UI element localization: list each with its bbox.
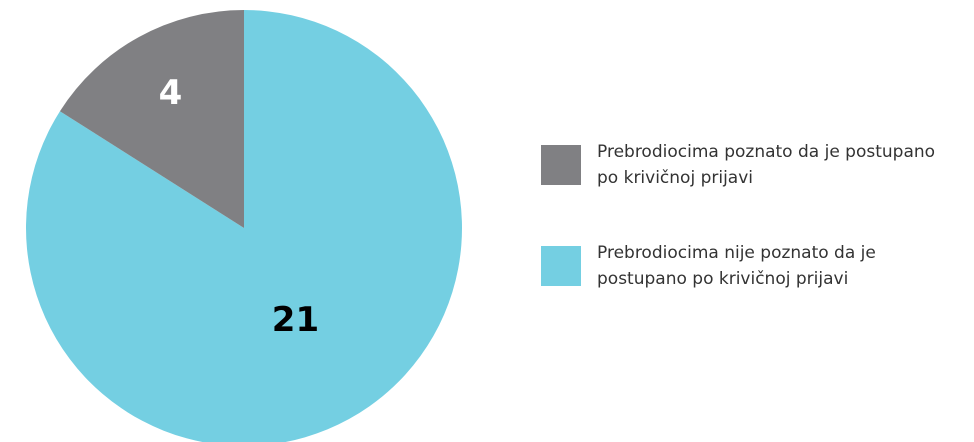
legend-item: Prebrodiocima poznato da je postupano po…	[541, 139, 957, 191]
slice-label: 4	[159, 73, 183, 113]
legend-swatch	[541, 145, 581, 185]
legend-item: Prebrodiocima nije poznato da je postupa…	[541, 240, 957, 292]
legend-label: Prebrodiocima nije poznato da je postupa…	[597, 243, 876, 289]
pie-slice	[59, 10, 245, 228]
slice-label: 21	[272, 300, 319, 340]
legend-swatch	[541, 246, 581, 286]
pie-slice	[26, 10, 462, 442]
legend-label: Prebrodiocima poznato da je postupano po…	[597, 142, 936, 188]
